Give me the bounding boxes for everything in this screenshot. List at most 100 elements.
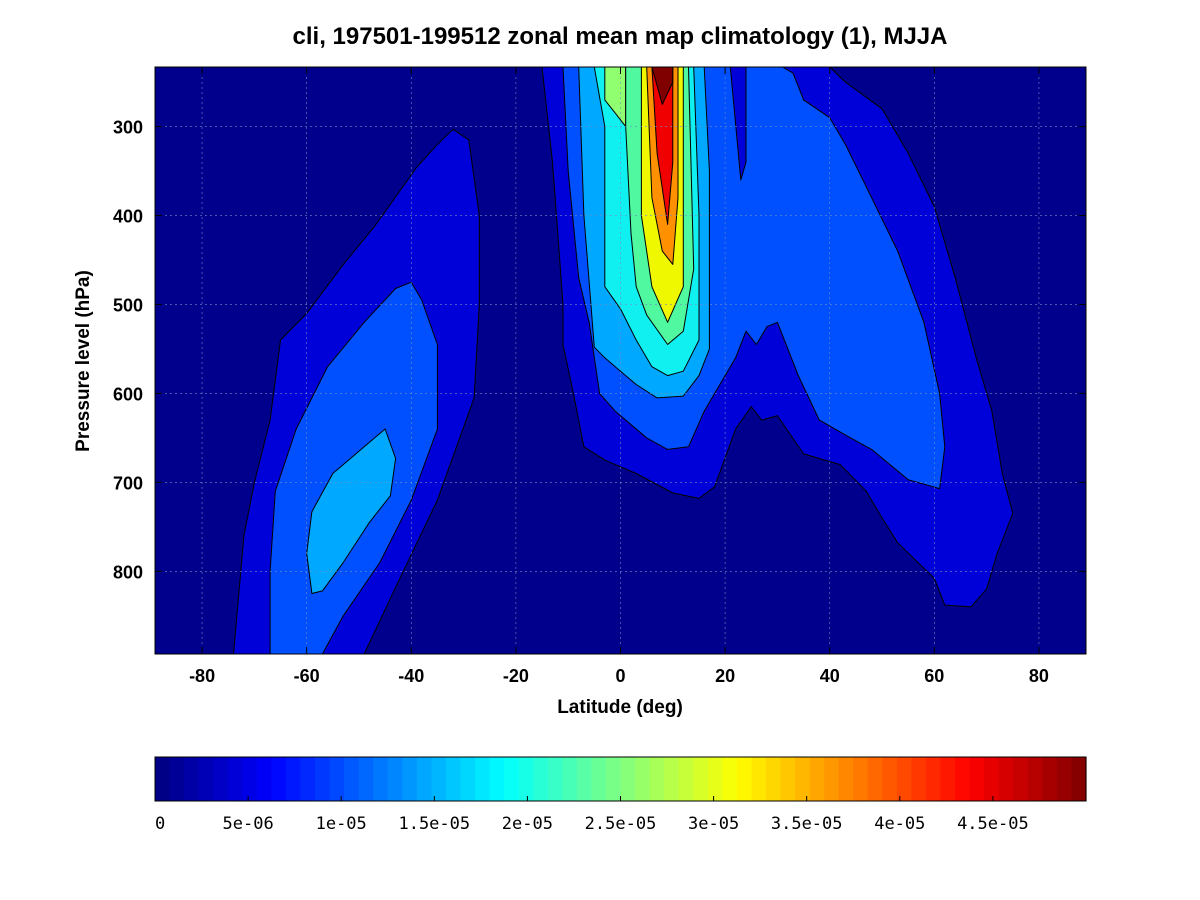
colorbar-tick-label: 5e-06 — [223, 814, 274, 834]
colorbar-segment — [736, 757, 753, 801]
colorbar-segment — [387, 757, 403, 801]
colorbar-segment — [955, 757, 971, 801]
colorbar-segment — [765, 757, 782, 801]
y-tick-label: 800 — [113, 562, 143, 582]
colorbar-segment — [1042, 757, 1058, 801]
colorbar-segment — [911, 757, 927, 801]
x-tick-label: -20 — [503, 666, 529, 686]
x-tick-label: 40 — [820, 666, 840, 686]
colorbar-segment — [1071, 757, 1087, 801]
colorbar-tick-label: 2e-05 — [502, 814, 553, 834]
grid-lines — [155, 67, 1086, 654]
colorbar-segment — [416, 757, 432, 801]
colorbar-segment — [809, 757, 825, 801]
colorbar-segment — [795, 757, 811, 801]
contour-region-8 — [604, 67, 627, 128]
colorbar-tick-label: 2.5e-05 — [585, 814, 657, 834]
colorbar-segment — [271, 757, 287, 801]
colorbar-segment — [1013, 757, 1029, 801]
x-tick-label: -40 — [398, 666, 424, 686]
colorbar-segment — [489, 757, 505, 801]
colorbar-segment — [227, 757, 243, 801]
colorbar-segment — [300, 757, 316, 801]
colorbar-segment — [969, 757, 985, 801]
contour-region-13 — [651, 67, 674, 105]
colorbar-segment — [402, 757, 418, 801]
colorbar-segment — [213, 757, 229, 801]
colorbar-tick-label: 1.5e-05 — [398, 814, 470, 834]
colorbar-segment — [940, 757, 956, 801]
colorbar-segment — [1027, 757, 1043, 801]
x-tick-label: 80 — [1029, 666, 1049, 686]
colorbar-segment — [591, 757, 607, 801]
colorbar-segment — [620, 757, 636, 801]
colorbar-segment — [838, 757, 854, 801]
colorbar-segment — [358, 757, 374, 801]
y-tick-label: 600 — [113, 384, 143, 404]
colorbar-segment — [998, 757, 1014, 801]
colorbar-segment — [475, 757, 491, 801]
colorbar-segment — [460, 757, 476, 801]
colorbar-segment — [315, 757, 331, 801]
colorbar-segment — [1056, 757, 1073, 801]
colorbar-segment — [373, 757, 389, 801]
colorbar-segment — [504, 757, 520, 801]
colorbar-segment — [518, 757, 534, 801]
colorbar-segment — [635, 757, 651, 801]
colorbar-segment — [431, 757, 447, 801]
colorbar-segment — [198, 757, 214, 801]
colorbar-segment — [896, 757, 913, 801]
colorbar-segment — [547, 757, 563, 801]
colorbar-tick-label: 4.5e-05 — [957, 814, 1029, 834]
colorbar-segment — [242, 757, 258, 801]
y-axis-ticks: 300 400 500 600 700 800 — [113, 118, 1086, 582]
x-axis-label: Latitude (deg) — [557, 697, 683, 718]
colorbar-segment — [780, 757, 796, 801]
colorbar-segment — [722, 757, 738, 801]
colorbar-segment — [329, 757, 345, 801]
x-tick-label: -80 — [189, 666, 215, 686]
colorbar-segment — [925, 757, 942, 801]
y-tick-label: 300 — [113, 118, 143, 138]
colorbar-segment — [576, 757, 593, 801]
contour-region-12 — [651, 67, 674, 225]
colorbar-tick-label: 1e-05 — [316, 814, 367, 834]
colorbar-segment — [751, 757, 767, 801]
colorbar-tick-label: 4e-05 — [874, 814, 925, 834]
colorbar-segment — [285, 757, 302, 801]
contour-region-3 — [306, 428, 397, 594]
colorbar-segment — [169, 757, 185, 801]
x-tick-label: 20 — [715, 666, 735, 686]
y-tick-label: 500 — [113, 295, 143, 315]
colorbar-tick-label: 3e-05 — [688, 814, 739, 834]
colorbar-ticks: 0 5e-06 1e-05 1.5e-05 2e-05 2.5e-05 3e-05 3.5e-… — [154, 796, 1029, 834]
colorbar-segment — [605, 757, 622, 801]
y-tick-label: 400 — [113, 207, 143, 227]
colorbar-segment — [649, 757, 665, 801]
contour-regions — [233, 67, 1014, 654]
x-tick-label: -60 — [294, 666, 320, 686]
colorbar-segment — [445, 757, 462, 801]
y-tick-label: 700 — [113, 473, 143, 493]
colorbar-segment — [533, 757, 549, 801]
colorbar-segment — [707, 757, 723, 801]
colorbar-segment — [882, 757, 898, 801]
colorbar — [155, 757, 1087, 801]
colorbar-segment — [984, 757, 1000, 801]
x-axis-ticks: -80 -60 -40 -20 0 20 40 60 80 — [189, 67, 1049, 686]
colorbar-tick-label: 3.5e-05 — [771, 814, 843, 834]
y-axis-label: Pressure level (hPa) — [73, 270, 94, 452]
colorbar-segment — [693, 757, 709, 801]
colorbar-segment — [155, 757, 171, 801]
colorbar-segment — [256, 757, 272, 801]
colorbar-segment — [824, 757, 840, 801]
colorbar-tick-label: 0 — [155, 814, 165, 834]
colorbar-segment — [562, 757, 578, 801]
chart-title: cli, 197501-199512 zonal mean map climat… — [293, 23, 948, 50]
colorbar-segment — [184, 757, 200, 801]
colorbar-segment — [867, 757, 883, 801]
colorbar-segment — [664, 757, 680, 801]
colorbar-segment — [678, 757, 694, 801]
